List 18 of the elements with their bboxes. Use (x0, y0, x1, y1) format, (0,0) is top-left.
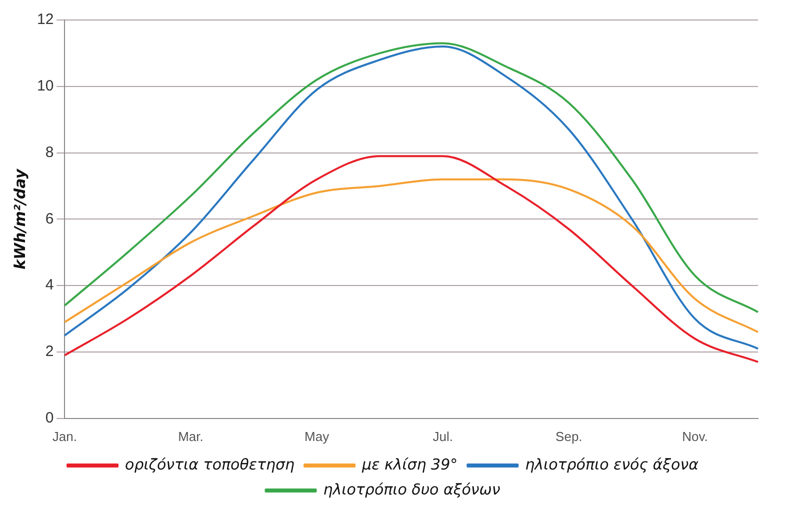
x-tick-label: Jan. (52, 428, 77, 444)
x-tick-label: Sep. (556, 428, 582, 444)
y-tick-label: 6 (45, 210, 54, 228)
y-tick-label: 2 (45, 343, 54, 360)
x-tick-label: Nov. (682, 428, 708, 444)
y-tick-label: 8 (45, 144, 54, 161)
y-tick-label: 10 (36, 78, 54, 95)
legend-label: με κλίση 39° (361, 455, 458, 474)
y-tick-label: 12 (36, 11, 54, 28)
legend-label: ηλιοτρόπιο δυο αξόνων (323, 480, 500, 498)
y-tick-label: 4 (45, 276, 54, 294)
x-tick-label: Mar. (178, 428, 204, 444)
legend-label: ηλιοτρόπιο ενός άξονα (525, 455, 699, 474)
y-tick-label: 0 (45, 410, 54, 427)
x-tick-label: May (304, 428, 330, 444)
legend-label: οριζόντια τοποθετηση (125, 455, 296, 474)
y-axis-title: kWh/m²/day (10, 168, 29, 270)
x-tick-label: Jul. (432, 428, 453, 444)
